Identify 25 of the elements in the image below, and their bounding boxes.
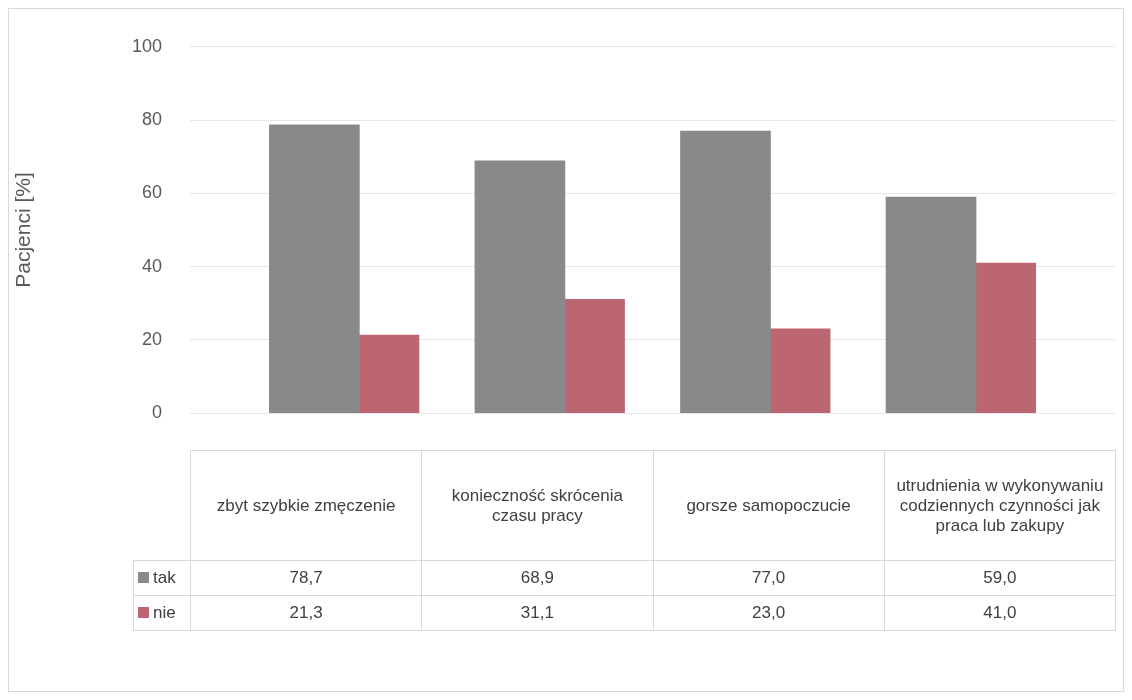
data-label: 21,3 xyxy=(190,595,422,631)
y-tick-label: 40 xyxy=(141,255,162,276)
data-label: 41,0 xyxy=(884,595,1116,631)
bar xyxy=(269,124,360,414)
legend-label: tak xyxy=(153,568,176,587)
data-label: 68,9 xyxy=(421,560,653,596)
data-label: 78,7 xyxy=(190,560,422,596)
data-label: 59,0 xyxy=(884,560,1116,596)
y-tick-label: 60 xyxy=(141,182,162,203)
x-tick-label: konieczność skrócenia czasu pracy xyxy=(421,450,653,561)
bar xyxy=(680,130,771,414)
data-label: 77,0 xyxy=(653,560,885,596)
y-tick-label: 20 xyxy=(141,328,162,349)
data-label: 31,1 xyxy=(421,595,653,631)
bar xyxy=(474,160,566,414)
data-label: 23,0 xyxy=(653,595,885,631)
legend-label: nie xyxy=(153,603,176,622)
bar xyxy=(885,196,977,414)
x-tick-label: gorsze samopoczucie xyxy=(653,450,885,561)
y-tick-label: 80 xyxy=(141,109,162,130)
y-tick-label: 100 xyxy=(131,35,162,56)
x-tick-label: zbyt szybkie zmęczenie xyxy=(190,450,422,561)
y-tick-label: 0 xyxy=(151,402,162,423)
y-axis-title: Pacjenci [%] xyxy=(11,172,35,288)
x-tick-label: utrudnienia w wykonywaniu codziennych czynności jak praca lub zakupy xyxy=(884,450,1116,561)
